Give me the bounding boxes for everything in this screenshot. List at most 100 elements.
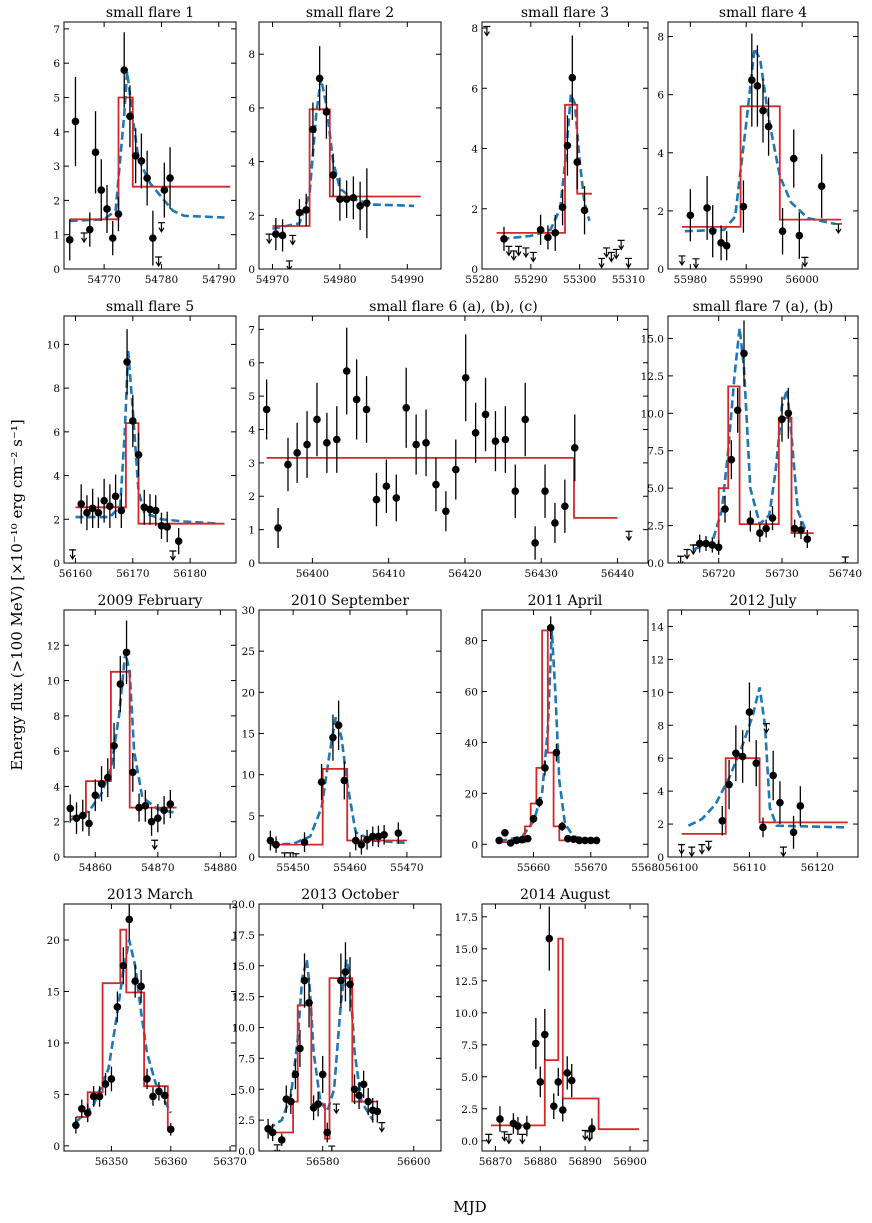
data-point: [157, 522, 166, 530]
data-point: [342, 367, 351, 375]
data-point: [106, 502, 114, 510]
y-tick-label: 7.5: [647, 446, 664, 458]
data-point: [544, 233, 552, 242]
model-fit-curve: [692, 327, 809, 551]
panel-title: small flare 3: [521, 5, 609, 21]
data-point: [151, 506, 160, 515]
plot-frame: [481, 903, 649, 1152]
y-tick-label: 6: [657, 753, 664, 765]
data-point: [558, 203, 567, 212]
y-tick-label: 5.0: [461, 1072, 478, 1084]
data-point: [790, 524, 799, 533]
data-point: [135, 803, 143, 812]
y-tick-label: 0.0: [461, 1136, 478, 1148]
y-tick-label: 60: [465, 686, 478, 698]
y-tick-label: 0.0: [647, 558, 664, 570]
x-tick-label: 55280: [465, 274, 498, 286]
x-tick-label: 55290: [514, 274, 547, 286]
plot-frame: [667, 315, 859, 564]
data-point: [134, 451, 143, 459]
data-point: [752, 759, 761, 767]
upper-limit-marker: [483, 25, 491, 37]
data-point: [329, 733, 337, 742]
y-tick-label: 10: [47, 1038, 60, 1050]
data-point: [495, 836, 503, 845]
data-point: [359, 1080, 368, 1089]
data-point: [432, 480, 440, 489]
plot-area: [265, 46, 421, 269]
y-tick-label: 4: [471, 144, 478, 156]
x-tick-label: 56180: [173, 568, 206, 580]
panel-4: small flare 4 55980 55990 56000 0 2 4 6 8: [657, 5, 859, 286]
y-tick-label: 12: [651, 654, 664, 666]
data-point: [451, 465, 460, 474]
plot-frame: [63, 21, 237, 270]
data-point: [686, 211, 695, 220]
upper-limit-marker: [500, 1131, 508, 1142]
x-tick-label: 55460: [333, 862, 366, 874]
data-point: [117, 506, 126, 515]
data-point: [769, 771, 777, 780]
y-tick-label: 17.5: [232, 930, 255, 942]
x-tick-label: 54770: [87, 274, 120, 286]
plot-area: [264, 942, 386, 1151]
x-tick-label: 56600: [397, 1156, 430, 1168]
plot-area: [262, 327, 633, 560]
plot-frame: [258, 21, 442, 270]
data-point: [500, 235, 508, 243]
y-tick-label: 7: [248, 324, 255, 336]
data-point: [364, 1097, 373, 1106]
data-point: [143, 174, 151, 182]
data-point: [314, 1100, 322, 1108]
data-point: [357, 840, 366, 849]
data-point: [732, 749, 740, 758]
data-point: [155, 1087, 163, 1096]
panel-title: 2010 September: [291, 593, 409, 609]
data-point: [703, 204, 711, 212]
data-point: [72, 814, 81, 822]
data-point: [573, 158, 582, 166]
data-point: [160, 806, 168, 815]
data-point: [511, 487, 520, 496]
binned-fit-step: [681, 757, 848, 835]
x-tick-label: 56350: [95, 1156, 128, 1168]
upper-limit-marker: [510, 250, 518, 262]
data-point: [89, 1092, 98, 1101]
upper-limit-marker: [624, 257, 632, 269]
plot-area: [485, 906, 639, 1145]
data-point: [131, 977, 139, 985]
y-tick-label: 2: [248, 491, 255, 503]
x-tick-label: 56420: [448, 568, 481, 580]
data-point: [323, 1128, 332, 1137]
data-point: [442, 507, 450, 516]
upper-limit-marker: [286, 852, 294, 857]
panel-6: small flare 6 (a), (b), (c)56400 56410 564…: [248, 299, 649, 580]
x-tick-label: 55670: [574, 862, 607, 874]
plot-area: [266, 700, 407, 857]
upper-limit-marker: [607, 251, 615, 263]
y-tick-label: 7: [53, 24, 60, 36]
x-tick-label: 54780: [145, 274, 178, 286]
data-point: [166, 1125, 175, 1134]
y-tick-label: 12.5: [455, 976, 478, 988]
panel-title: 2014 August: [520, 887, 610, 903]
panel-9: 2010 September 55450 55460 55470 0 5 10 15 20 25 3…: [242, 593, 442, 874]
y-tick-label: 40: [465, 737, 478, 749]
y-tick-label: 8: [471, 23, 478, 35]
data-point: [103, 205, 111, 213]
data-point: [65, 236, 74, 244]
y-tick-label: 10: [242, 770, 255, 782]
data-point: [753, 82, 762, 90]
upper-limit-marker: [603, 247, 610, 259]
data-point: [146, 505, 154, 514]
data-point: [568, 73, 577, 82]
x-tick-label: 56580: [306, 1156, 339, 1168]
data-point: [491, 437, 500, 445]
data-point: [412, 440, 420, 449]
upper-limit-marker: [698, 844, 706, 855]
data-point: [83, 508, 91, 517]
upper-limit-marker: [617, 239, 625, 251]
upper-limit-marker: [598, 257, 606, 269]
